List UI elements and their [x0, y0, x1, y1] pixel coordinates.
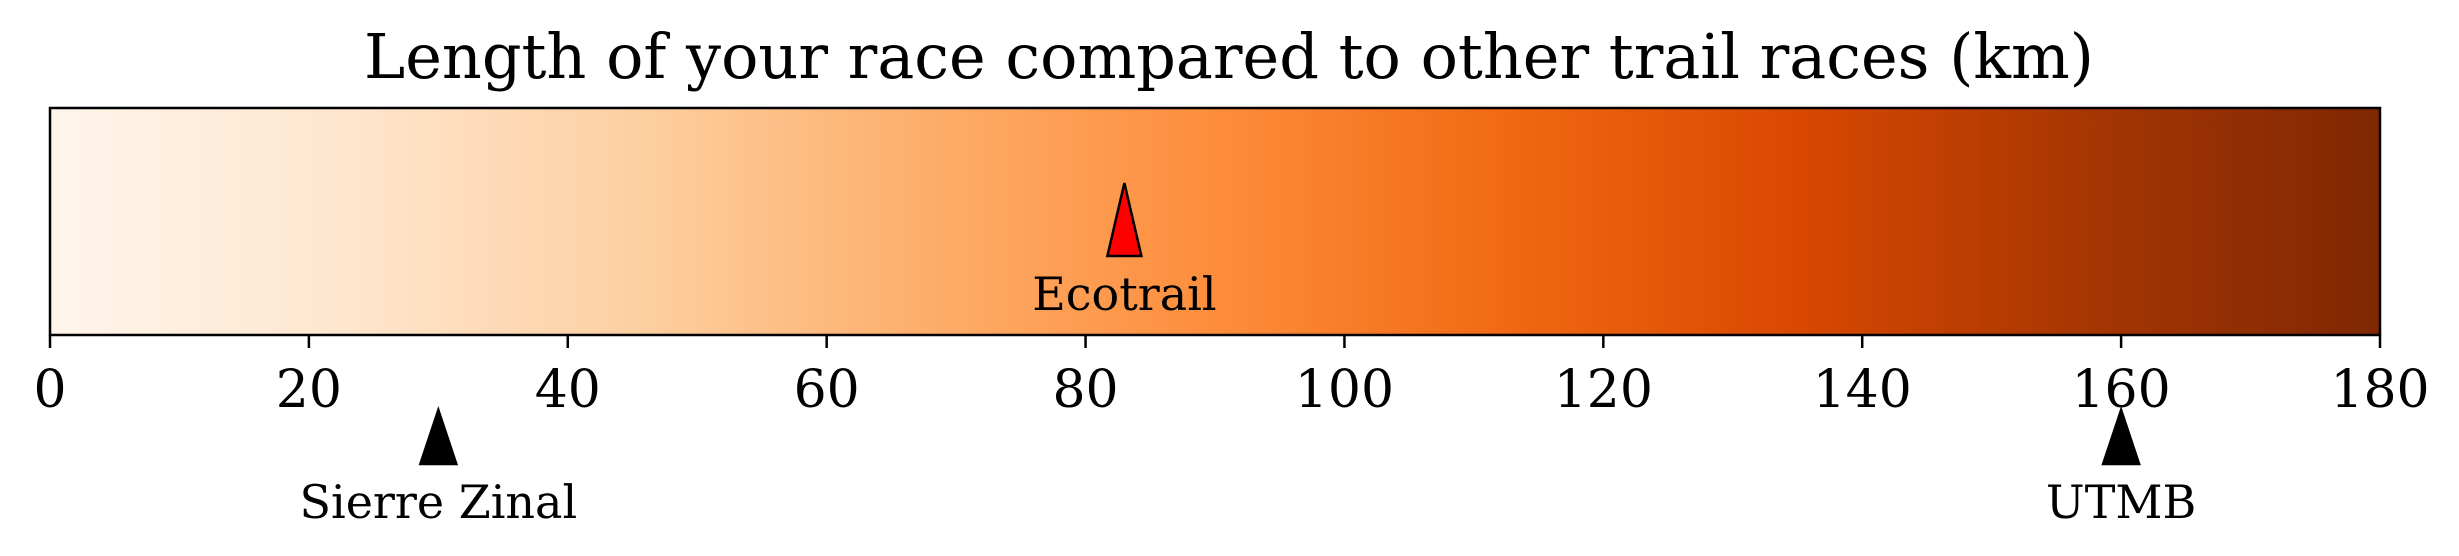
- race-label-sierre-zinal: Sierre Zinal: [299, 475, 577, 529]
- race-label-ecotrail: Ecotrail: [1032, 267, 1216, 321]
- x-tick-label: 100: [1295, 360, 1394, 420]
- x-tick-label: 20: [276, 360, 342, 420]
- x-tick-label: 60: [794, 360, 860, 420]
- chart-title: Length of your race compared to other tr…: [364, 20, 2094, 93]
- colorbar: [48, 106, 2382, 337]
- x-tick-label: 80: [1052, 360, 1118, 420]
- x-tick-label: 140: [1813, 360, 1912, 420]
- race-marker-utmb: [2101, 406, 2141, 466]
- race-markers: Ecotrail Sierre Zinal UTMB: [299, 182, 2196, 529]
- race-marker-sierre-zinal: [418, 406, 459, 466]
- race-label-utmb: UTMB: [2046, 475, 2196, 529]
- race-marker-ecotrail: [1105, 182, 1143, 258]
- x-axis: 0 20 40 60 80 100 120 140 160 180: [33, 335, 2430, 420]
- x-tick-label: 0: [33, 360, 66, 420]
- x-tick-label: 120: [1554, 360, 1653, 420]
- x-tick-label: 180: [2330, 360, 2429, 420]
- x-tick-label: 40: [535, 360, 601, 420]
